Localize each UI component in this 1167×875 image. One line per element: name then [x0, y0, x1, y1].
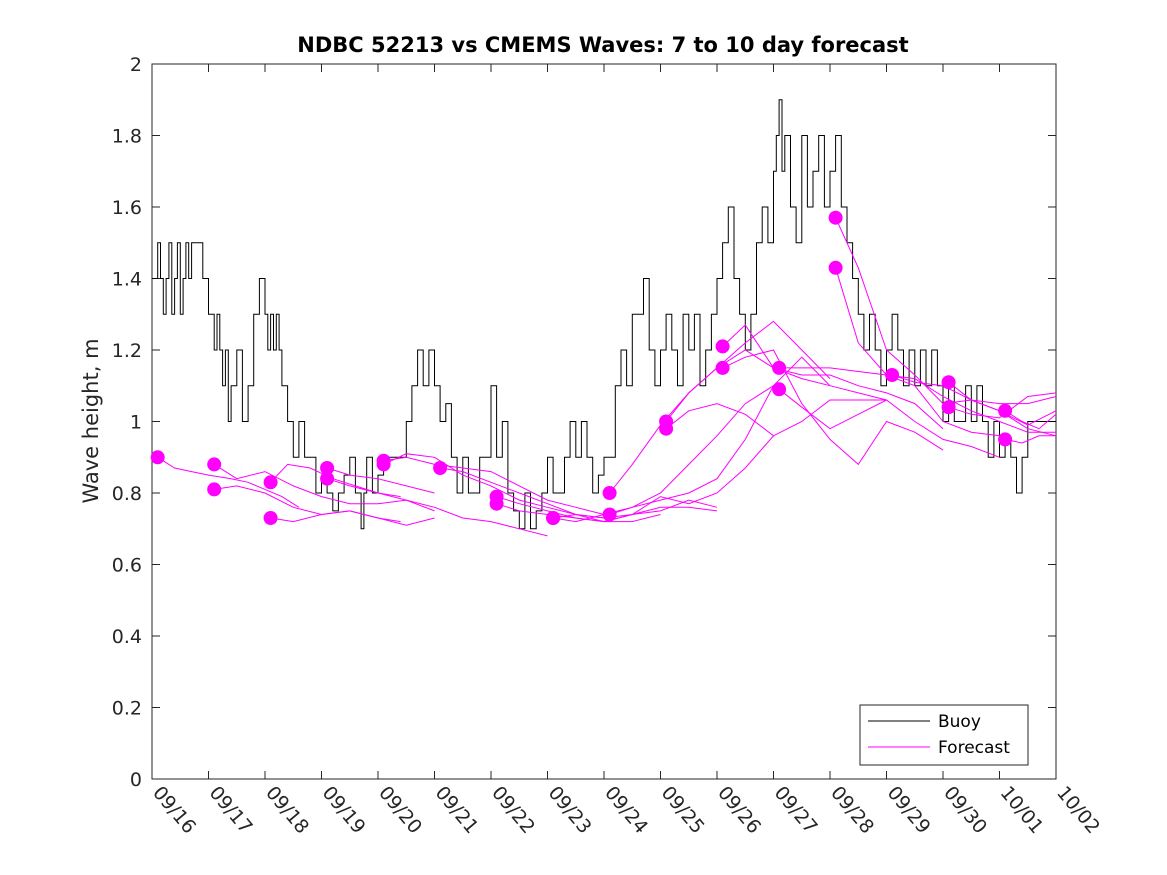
x-tick-label: 10/02 [1052, 782, 1104, 838]
forecast-line [778, 388, 1000, 458]
forecast-start-point [941, 375, 956, 390]
forecast-line [1004, 435, 1056, 444]
x-tick-label: 09/20 [374, 782, 426, 838]
y-tick-label: 0.6 [112, 555, 142, 577]
forecast-line [383, 453, 605, 519]
x-tick-label: 09/21 [431, 782, 483, 838]
forecast-line [665, 399, 887, 437]
forecast-line [1004, 410, 1057, 430]
x-tick-label: 09/18 [261, 782, 313, 838]
forecast-line [440, 467, 661, 523]
forecast-start-point [941, 400, 956, 415]
forecast-start-point [828, 210, 843, 225]
forecast-line [214, 485, 435, 526]
forecast-line [553, 435, 774, 519]
forecast-start-point [659, 421, 674, 436]
x-tick-label: 09/30 [939, 782, 991, 838]
y-tick-label: 0.2 [112, 698, 142, 720]
forecast-start-point [998, 432, 1013, 447]
y-tick-label: 0 [130, 769, 142, 791]
forecast-line [609, 356, 831, 515]
y-tick-label: 2 [130, 54, 142, 76]
forecast-start-point [885, 368, 900, 382]
x-tick-label: 09/29 [883, 782, 935, 838]
y-tick-label: 1.8 [112, 126, 142, 148]
chart-title: NDBC 52213 vs CMEMS Waves: 7 to 10 day f… [297, 33, 908, 57]
forecast-start-point [207, 457, 222, 472]
x-tick-label: 09/23 [544, 782, 596, 838]
y-tick-label: 1.4 [112, 269, 142, 291]
y-tick-label: 0.4 [112, 626, 142, 648]
forecast-line [496, 499, 718, 523]
x-tick-label: 09/26 [713, 782, 765, 838]
x-tick-label: 09/28 [826, 782, 878, 838]
forecast-start-point [772, 360, 787, 375]
x-tick-label: 09/17 [205, 782, 257, 838]
x-tick-label: 10/01 [996, 782, 1048, 838]
forecast-line [722, 324, 944, 430]
y-tick-label: 1.2 [112, 340, 142, 362]
legend: Buoy Forecast [859, 704, 1029, 766]
forecast-start-point [263, 475, 278, 490]
forecast-start-point [602, 486, 617, 500]
x-tick-label: 09/25 [657, 782, 709, 838]
x-tick-label: 09/27 [770, 782, 822, 838]
forecast-line [383, 456, 605, 515]
forecast-start-point [263, 511, 278, 525]
forecast-line [270, 510, 401, 523]
forecast-line [157, 456, 300, 508]
y-tick-label: 1.6 [112, 197, 142, 219]
forecast-start-point [320, 471, 335, 486]
forecast-start-point [207, 482, 222, 497]
forecast-start-point [489, 496, 504, 511]
forecast-line [835, 267, 1056, 433]
forecast-line [213, 463, 435, 512]
forecast-line [948, 392, 1057, 419]
forecast-start-point [376, 457, 391, 472]
legend-box [859, 704, 1029, 766]
forecast-start-point [320, 461, 335, 475]
forecast-start-point [546, 511, 561, 525]
forecast-start-point [602, 507, 617, 522]
forecast-start-point [150, 450, 165, 465]
forecast-line [553, 385, 774, 523]
legend-forecast-label: Forecast [938, 738, 1010, 758]
y-tick-label: 0.8 [112, 483, 142, 505]
x-tick-label: 09/16 [148, 782, 200, 838]
forecast-start-point [433, 461, 448, 475]
x-tick-label: 09/24 [600, 782, 652, 838]
forecast-line [326, 467, 435, 494]
y-axis-ticks: 0 0.2 0.4 0.6 0.8 1 1.2 1.4 1.6 1.8 2 [112, 54, 1056, 791]
forecast-start-point [998, 403, 1013, 418]
forecast-start-point [715, 360, 730, 375]
plot-area [150, 99, 1057, 537]
forecast-line [722, 349, 944, 466]
x-tick-label: 09/19 [318, 782, 370, 838]
forecast-start-point [772, 382, 787, 397]
y-tick-label: 1 [130, 412, 142, 434]
y-axis-label: Wave height, m [79, 338, 103, 503]
x-tick-label: 09/22 [487, 782, 539, 838]
forecast-line [326, 478, 548, 537]
forecast-start-point [828, 260, 843, 275]
forecast-start-point [715, 339, 730, 354]
buoy-line [152, 99, 1056, 530]
legend-buoy-label: Buoy [938, 712, 981, 732]
